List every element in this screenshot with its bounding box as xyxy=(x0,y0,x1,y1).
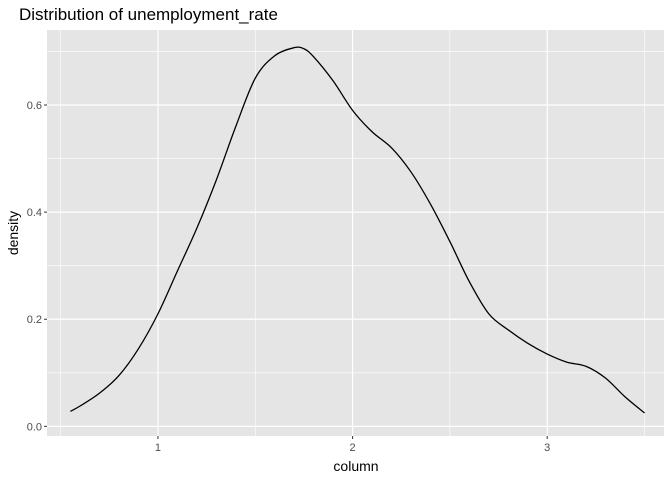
plot-panel xyxy=(47,30,664,436)
y-tick-label: 0.2 xyxy=(27,314,42,326)
x-tick-label: 1 xyxy=(155,442,161,454)
y-axis: 0.0 0.2 0.4 0.6 xyxy=(27,100,47,433)
grid-lines xyxy=(47,30,664,436)
y-tick-label: 0.6 xyxy=(27,100,42,112)
chart-title: Distribution of unemployment_rate xyxy=(19,5,278,24)
x-tick-label: 2 xyxy=(350,442,356,454)
density-line xyxy=(70,46,645,414)
x-axis: 1 2 3 xyxy=(155,436,550,454)
y-tick-label: 0.4 xyxy=(27,207,42,219)
y-axis-title: density xyxy=(5,211,21,255)
y-tick-label: 0.0 xyxy=(27,421,42,433)
x-tick-label: 3 xyxy=(544,442,550,454)
density-series xyxy=(70,46,645,414)
x-axis-title: column xyxy=(333,458,378,474)
